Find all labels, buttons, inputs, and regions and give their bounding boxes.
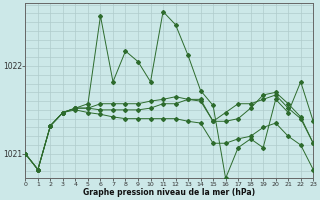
X-axis label: Graphe pression niveau de la mer (hPa): Graphe pression niveau de la mer (hPa)	[83, 188, 255, 197]
